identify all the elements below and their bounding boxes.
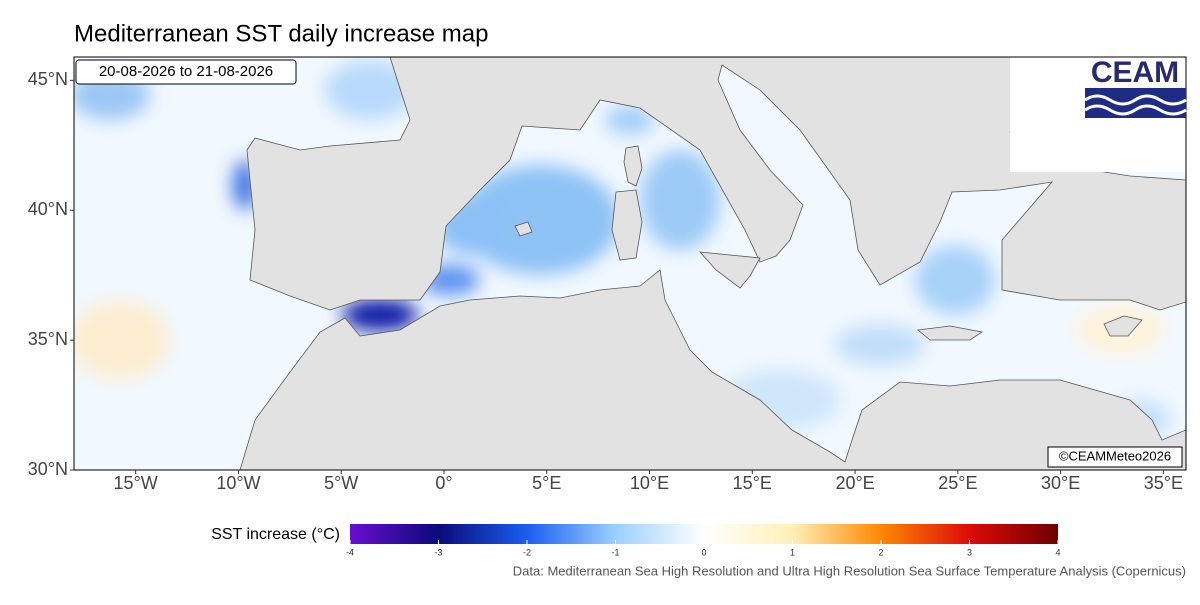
x-tick-label: 5°W	[324, 473, 358, 493]
source: Data: Mediterranean Sea High Resolution …	[513, 563, 1186, 578]
title: Mediterranean SST daily increase map	[74, 20, 488, 47]
x-tick-label: 20°E	[835, 473, 874, 493]
x-tick-label: 30°E	[1041, 473, 1080, 493]
x-tick-label: 0°	[435, 473, 452, 493]
x-tick-label: 10°W	[216, 473, 260, 493]
plot-area	[74, 57, 1186, 470]
y-tick-label: 35°N	[28, 329, 68, 349]
date-range: 20-08-2026 to 21-08-2026	[99, 63, 273, 80]
sst-field	[74, 60, 1170, 440]
colorbar-tick-label: -1	[611, 547, 619, 557]
colorbar-tick-label: 0	[701, 547, 706, 557]
date-box	[75, 59, 297, 85]
corsica	[623, 145, 643, 187]
europe	[246, 57, 1186, 311]
copyright: ©CEAMMeteo2026	[1059, 448, 1171, 463]
x-tick-label: 15°W	[114, 473, 158, 493]
y-tick-label: 30°N	[28, 459, 68, 479]
x-tick-label: 15°E	[733, 473, 772, 493]
mallorca	[514, 221, 533, 237]
logo-text: CEAM	[1091, 56, 1179, 89]
colorbar-tick-label: -3	[434, 547, 442, 557]
colorbar-tick-label: -4	[346, 547, 354, 557]
cyprus	[1103, 315, 1143, 337]
colorbar-tick-label: 4	[1055, 547, 1060, 557]
colorbar-tick-label: 3	[967, 547, 972, 557]
x-tick-label: 10°E	[630, 473, 669, 493]
colorbar-tick-label: 2	[878, 547, 883, 557]
colorbar-tick-label: -2	[523, 547, 531, 557]
y-tick-label: 40°N	[28, 199, 68, 219]
y-tick-label: 45°N	[28, 69, 68, 89]
colorbar-label: SST increase (°C)	[211, 526, 340, 543]
logo-wave-lines	[1084, 94, 1187, 116]
x-tick-label: 25°E	[938, 473, 977, 493]
africa	[239, 269, 1186, 470]
sicily	[699, 251, 761, 289]
colorbar-tick-label: 1	[790, 547, 795, 557]
sardinia	[611, 189, 643, 261]
colorbar	[350, 524, 1058, 544]
x-tick-label: 35°E	[1144, 473, 1183, 493]
plot-frame	[73, 56, 1187, 471]
x-tick-label: 5°E	[532, 473, 561, 493]
crete	[917, 325, 984, 341]
copyright-box	[1047, 446, 1183, 468]
